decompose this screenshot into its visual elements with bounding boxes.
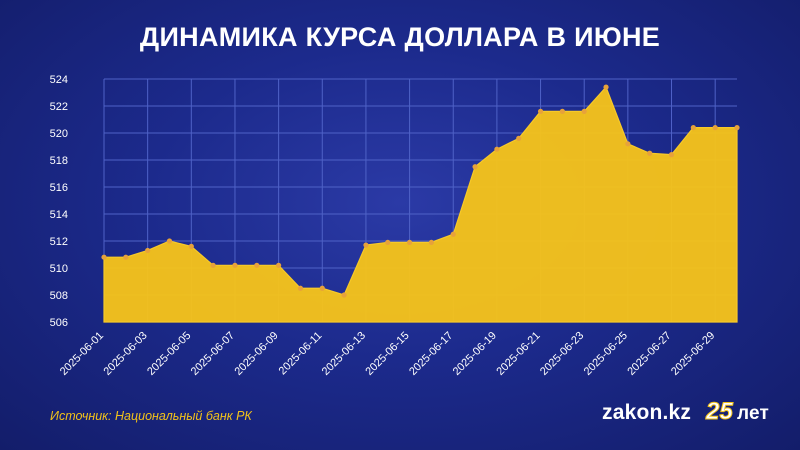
data-point xyxy=(668,152,675,158)
data-point xyxy=(385,239,391,245)
logo-badge: 25 xyxy=(705,398,734,426)
data-point xyxy=(145,247,151,254)
data-point xyxy=(166,238,173,244)
x-tick-label: 2025-06-07 xyxy=(189,330,237,378)
series-area xyxy=(103,85,738,323)
data-point xyxy=(516,135,522,141)
data-point xyxy=(647,150,653,156)
x-tick-label: 2025-06-15 xyxy=(363,330,411,378)
data-point xyxy=(123,254,129,260)
data-point xyxy=(341,292,347,298)
data-point xyxy=(450,231,456,237)
data-point xyxy=(625,141,631,147)
page-title: ДИНАМИКА КУРСА ДОЛЛАРА В ИЮНЕ xyxy=(139,22,661,52)
logo-years: лет xyxy=(737,403,770,424)
y-tick-label: 524 xyxy=(50,74,68,86)
data-point xyxy=(319,285,325,291)
data-point xyxy=(537,108,544,114)
x-tick-label: 2025-06-09 xyxy=(232,330,280,378)
x-tick-label: 2025-06-25 xyxy=(582,330,630,378)
data-point xyxy=(603,84,609,90)
data-point xyxy=(428,239,435,245)
data-point xyxy=(472,164,478,170)
x-tick-label: 2025-06-11 xyxy=(277,330,325,378)
x-tick-label: 2025-06-29 xyxy=(669,330,717,378)
data-point xyxy=(254,262,260,268)
x-tick-label: 2025-06-03 xyxy=(101,330,149,378)
y-tick-label: 506 xyxy=(50,317,68,329)
data-point xyxy=(276,262,282,268)
y-tick-label: 516 xyxy=(50,182,68,194)
data-point xyxy=(101,254,107,260)
x-tick-label: 2025-06-01 xyxy=(58,330,106,378)
x-tick-label: 2025-06-17 xyxy=(407,330,455,378)
y-tick-label: 508 xyxy=(50,290,68,302)
x-tick-label: 2025-06-27 xyxy=(625,330,673,378)
x-tick-label: 2025-06-05 xyxy=(145,330,193,378)
y-tick-label: 520 xyxy=(50,128,68,140)
data-point xyxy=(559,108,565,114)
x-tick-label: 2025-06-23 xyxy=(538,330,586,378)
y-tick-label: 518 xyxy=(50,155,68,167)
source-note: Источник: Национальный банк РК xyxy=(50,409,252,423)
y-tick-label: 510 xyxy=(50,263,68,275)
data-point xyxy=(712,125,718,131)
y-tick-label: 512 xyxy=(50,236,68,248)
data-point xyxy=(494,146,500,152)
logo-text: zakon.kz xyxy=(602,401,692,424)
x-tick-label: 2025-06-19 xyxy=(451,330,499,378)
data-point xyxy=(690,125,696,131)
data-point xyxy=(363,242,369,248)
x-tick-label: 2025-06-21 xyxy=(494,330,542,378)
y-tick-label: 522 xyxy=(50,101,68,113)
data-point xyxy=(297,285,304,291)
data-point xyxy=(188,243,194,249)
data-point xyxy=(210,262,216,268)
data-point xyxy=(406,239,413,245)
brand-logo: zakon.kz 25 лет xyxy=(602,398,769,426)
data-point xyxy=(734,125,740,131)
data-point xyxy=(581,108,587,114)
x-tick-label: 2025-06-13 xyxy=(320,330,368,378)
y-tick-label: 514 xyxy=(50,209,68,221)
data-point xyxy=(232,262,238,268)
